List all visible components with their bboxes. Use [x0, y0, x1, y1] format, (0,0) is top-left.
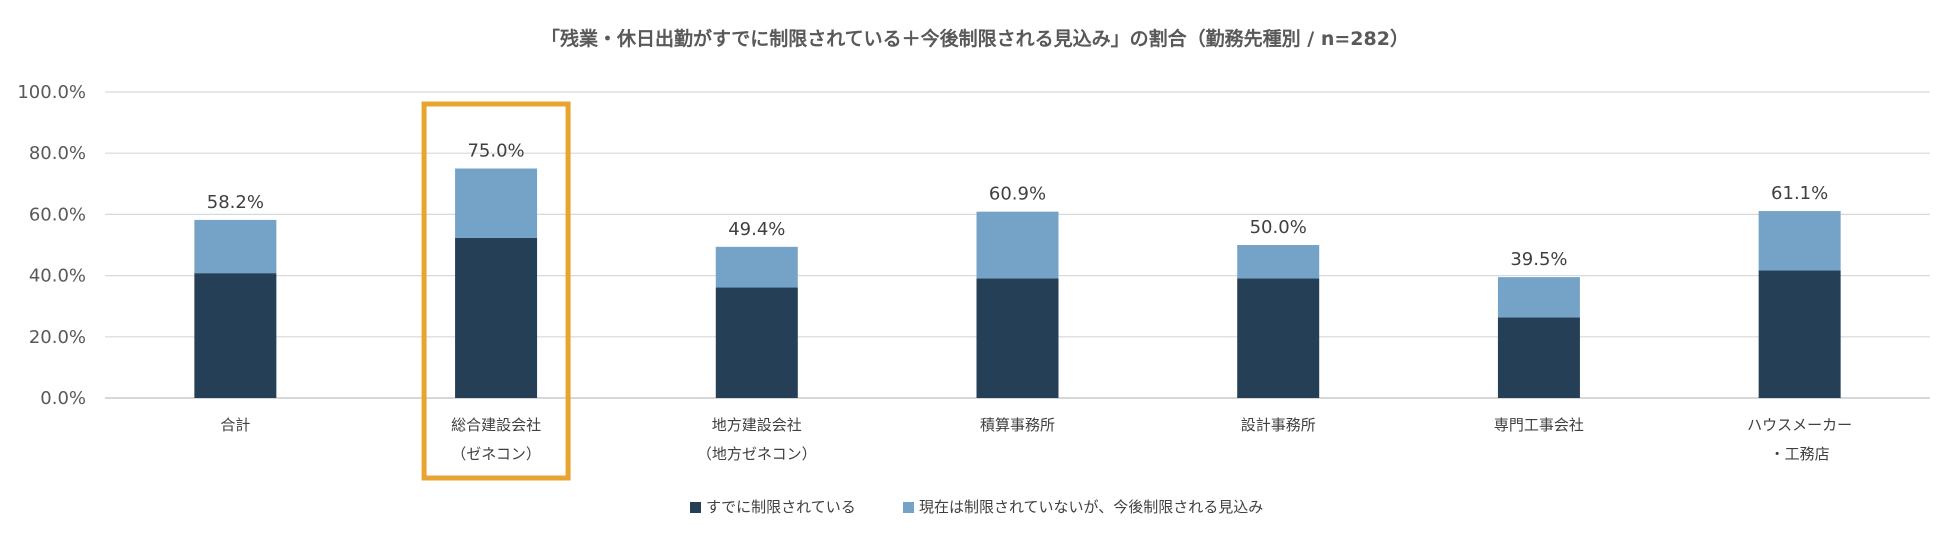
- total-data-label: 50.0%: [1250, 217, 1307, 238]
- x-tick-label: 設計事務所: [1241, 416, 1316, 434]
- legend: すでに制限されている 現在は制限されていないが、今後制限される見込み: [690, 498, 1263, 516]
- x-tick-label: 合計: [220, 416, 250, 434]
- total-data-label: 49.4%: [728, 219, 785, 240]
- bars: [194, 168, 1841, 398]
- bar-segment-restricted: [976, 278, 1059, 398]
- y-tick-label: 100.0%: [17, 82, 86, 103]
- bar-segment-expected: [715, 246, 798, 288]
- bar-segment-expected: [976, 211, 1059, 279]
- chart-title: 「残業・休日出勤がすでに制限されている＋今後制限される見込み」の割合（勤務先種別…: [541, 27, 1409, 50]
- legend-swatch: [690, 502, 701, 513]
- legend-label: すでに制限されている: [706, 498, 856, 516]
- x-tick-label: ・工務店: [1770, 445, 1830, 463]
- highlight-box: [421, 101, 571, 481]
- x-tick-label: （ゼネコン）: [451, 445, 541, 463]
- y-tick-label: 60.0%: [29, 204, 86, 225]
- total-data-label: 61.1%: [1771, 183, 1828, 204]
- x-tick-label: 総合建設会社: [451, 416, 541, 434]
- y-tick-label: 40.0%: [29, 266, 86, 287]
- bar-segment-restricted: [194, 273, 277, 398]
- y-tick-label: 20.0%: [29, 327, 86, 348]
- x-tick-label: 地方建設会社: [712, 416, 802, 434]
- x-tick-label: ハウスメーカー: [1747, 416, 1852, 434]
- bar-segment-expected: [1497, 277, 1580, 318]
- bar-segment-restricted: [1758, 270, 1841, 398]
- y-tick-label: 0.0%: [40, 388, 86, 409]
- total-data-label: 75.0%: [467, 141, 524, 162]
- total-data-label: 60.9%: [989, 184, 1046, 205]
- legend-swatch: [903, 502, 914, 513]
- x-axis-labels: 合計 総合建設会社 （ゼネコン） 地方建設会社 （地方ゼネコン） 積算事務所 設計事務所 専門…: [220, 416, 1852, 463]
- highlight: [421, 101, 571, 481]
- total-data-label: 58.2%: [207, 192, 264, 213]
- total-data-label: 39.5%: [1510, 249, 1567, 270]
- x-tick-label: 専門工事会社: [1494, 416, 1584, 434]
- bar-segment-expected: [194, 219, 277, 274]
- legend-label: 現在は制限されていないが、今後制限される見込み: [919, 498, 1263, 516]
- x-tick-label: （地方ゼネコン）: [697, 445, 817, 463]
- bar-segment-restricted: [715, 287, 798, 398]
- x-tick-label: 積算事務所: [980, 416, 1055, 434]
- data-labels: 58.2% 75.0% 49.4% 60.9% 50.0% 39.5% 61.1%: [207, 141, 1828, 271]
- bar-segment-expected: [1237, 245, 1320, 279]
- bar-segment-expected: [455, 168, 538, 238]
- bar-segment-restricted: [455, 237, 538, 398]
- y-axis: 0.0% 20.0% 40.0% 60.0% 80.0% 100.0%: [17, 82, 86, 409]
- bar-segment-restricted: [1237, 278, 1320, 398]
- bar-segment-restricted: [1497, 317, 1580, 398]
- bar-segment-expected: [1758, 211, 1841, 271]
- y-tick-label: 80.0%: [29, 143, 86, 164]
